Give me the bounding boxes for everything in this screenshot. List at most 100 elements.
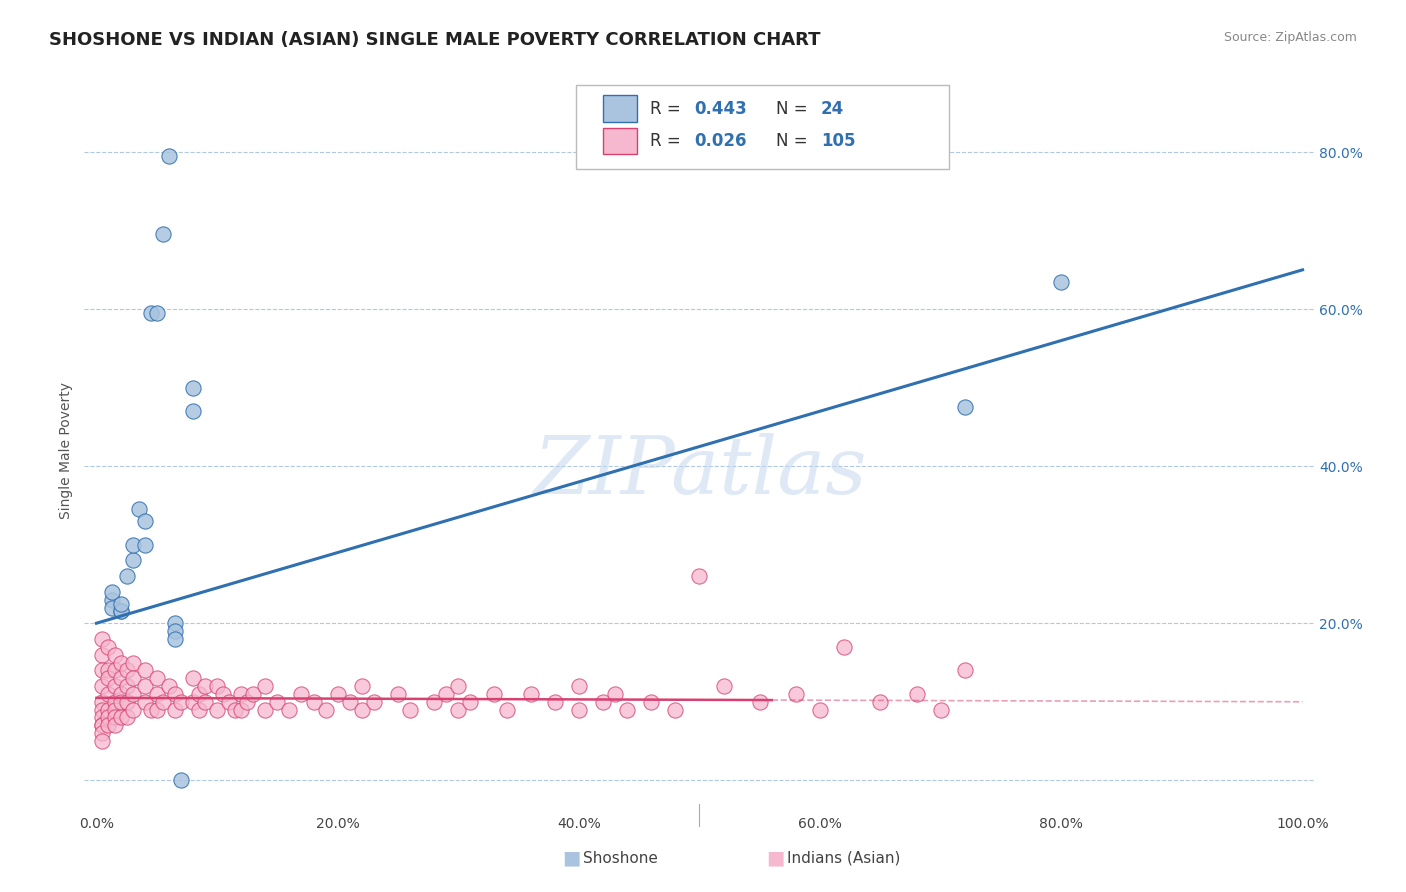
Point — [339, 695, 361, 709]
Text: 0.443: 0.443 — [695, 100, 748, 118]
Point — [231, 703, 253, 717]
Point — [254, 703, 277, 717]
Point — [278, 703, 301, 717]
Point — [447, 703, 470, 717]
Point — [568, 679, 591, 693]
Point — [242, 687, 264, 701]
Point — [519, 687, 541, 701]
Point — [187, 703, 209, 717]
Point — [181, 404, 204, 418]
Y-axis label: Single Male Poverty: Single Male Poverty — [59, 382, 73, 519]
Point — [326, 687, 349, 701]
Point — [121, 687, 143, 701]
Point — [163, 687, 186, 701]
Point — [103, 664, 125, 678]
Point — [134, 679, 156, 693]
Point — [544, 695, 567, 709]
Point — [434, 687, 457, 701]
Point — [231, 687, 253, 701]
Point — [905, 687, 928, 701]
Point — [91, 679, 114, 693]
Point — [592, 695, 614, 709]
Point — [163, 632, 186, 646]
Point — [101, 592, 124, 607]
Text: 105: 105 — [821, 132, 856, 150]
Point — [103, 679, 125, 693]
Point — [91, 726, 114, 740]
Point — [139, 306, 162, 320]
Point — [163, 624, 186, 639]
Point — [115, 695, 138, 709]
Point — [218, 695, 240, 709]
Point — [97, 687, 120, 701]
Point — [748, 695, 770, 709]
Point — [568, 703, 591, 717]
Point — [181, 695, 204, 709]
Text: 0.026: 0.026 — [695, 132, 747, 150]
Point — [350, 679, 373, 693]
Point — [212, 687, 235, 701]
Point — [110, 687, 132, 701]
Point — [91, 718, 114, 732]
Point — [97, 671, 120, 685]
Point — [689, 569, 711, 583]
Text: Indians (Asian): Indians (Asian) — [787, 851, 901, 865]
Text: ■: ■ — [562, 848, 581, 868]
Point — [145, 671, 167, 685]
Point — [134, 538, 156, 552]
Text: R =: R = — [650, 100, 686, 118]
Point — [115, 710, 138, 724]
Point — [110, 604, 132, 618]
Point — [110, 695, 132, 709]
Point — [110, 597, 132, 611]
Point — [152, 227, 174, 242]
Point — [832, 640, 855, 654]
Point — [290, 687, 312, 701]
Point — [103, 703, 125, 717]
Point — [101, 600, 124, 615]
Point — [423, 695, 446, 709]
Point — [115, 679, 138, 693]
Point — [616, 703, 638, 717]
Point — [115, 569, 138, 583]
Point — [187, 687, 209, 701]
Point — [785, 687, 807, 701]
Point — [640, 695, 662, 709]
Point — [157, 149, 180, 163]
Point — [236, 695, 259, 709]
Point — [205, 703, 228, 717]
Point — [91, 703, 114, 717]
Point — [495, 703, 517, 717]
Point — [315, 703, 337, 717]
Point — [110, 604, 132, 618]
Point — [363, 695, 385, 709]
Point — [387, 687, 409, 701]
Point — [134, 664, 156, 678]
Point — [97, 710, 120, 724]
Point — [224, 703, 246, 717]
Point — [603, 687, 626, 701]
Text: 24: 24 — [821, 100, 845, 118]
Point — [664, 703, 686, 717]
Point — [194, 695, 217, 709]
Point — [121, 538, 143, 552]
Point — [447, 679, 470, 693]
Point — [350, 703, 373, 717]
Point — [91, 648, 114, 662]
Point — [929, 703, 952, 717]
Point — [121, 553, 143, 567]
Point — [103, 718, 125, 732]
Point — [145, 687, 167, 701]
Point — [808, 703, 831, 717]
Point — [139, 703, 162, 717]
Point — [91, 734, 114, 748]
Text: N =: N = — [776, 100, 813, 118]
Point — [97, 718, 120, 732]
Point — [115, 664, 138, 678]
Point — [103, 710, 125, 724]
Text: Shoshone: Shoshone — [583, 851, 658, 865]
Point — [134, 514, 156, 528]
Point — [1050, 275, 1073, 289]
Point — [91, 664, 114, 678]
Point — [194, 679, 217, 693]
